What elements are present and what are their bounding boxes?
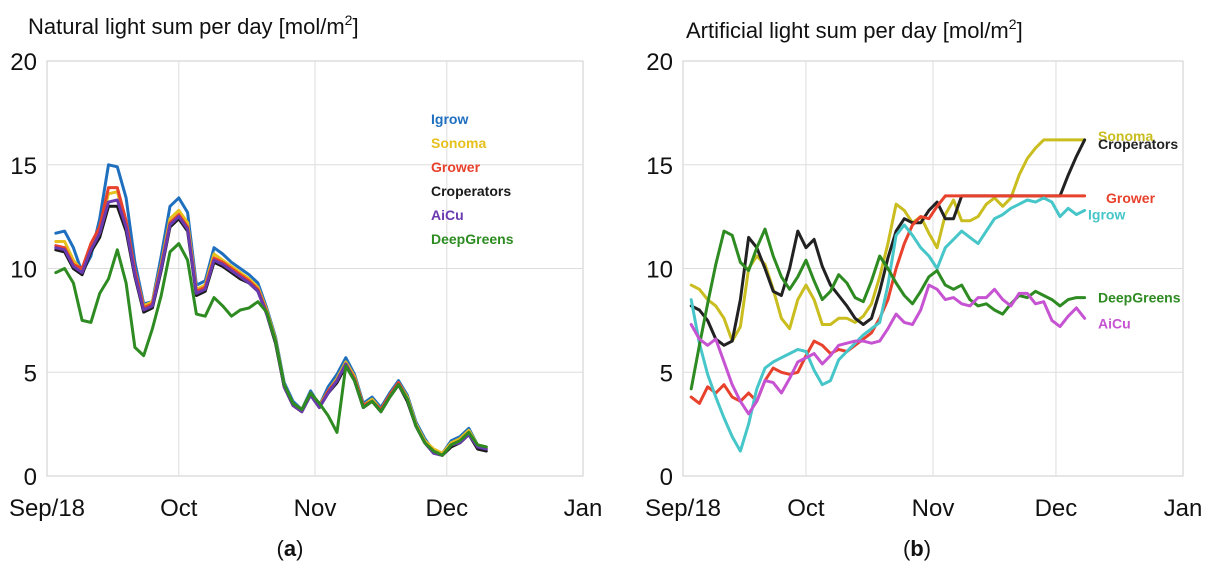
legend-label-igrow: Igrow bbox=[431, 111, 468, 127]
series-group bbox=[689, 138, 1087, 453]
x-tick-labels: Sep/18 Oct Nov Dec Jan bbox=[645, 495, 1202, 522]
title-superscript: 2 bbox=[345, 12, 353, 28]
legend: Igrow Sonoma Grower Croperators AiCu DeepGree… bbox=[431, 111, 514, 247]
legend-label-deepgreens: DeepGreens bbox=[1098, 290, 1181, 306]
x-tick-labels: Sep/18 Oct Nov Dec Jan bbox=[9, 495, 602, 522]
y-tick-label: 20 bbox=[646, 49, 673, 76]
series-line-deepgreens bbox=[54, 242, 488, 457]
caption-letter-a: a bbox=[284, 536, 297, 561]
legend-label-sonoma: Sonoma bbox=[1098, 128, 1153, 144]
y-tick-label: 0 bbox=[24, 464, 37, 491]
title-main: Natural light sum per day [mol/m bbox=[28, 14, 345, 39]
x-tick-label: Sep/18 bbox=[645, 495, 721, 522]
caption-a: (a) bbox=[277, 536, 304, 561]
series-group bbox=[54, 163, 488, 457]
x-tick-label: Dec bbox=[1035, 495, 1078, 522]
legend-label-deepgreens: DeepGreens bbox=[431, 231, 514, 247]
caption-letter-b: b bbox=[910, 536, 923, 561]
x-tick-label: Jan bbox=[1164, 495, 1203, 522]
legend-label-croperators: Croperators bbox=[1098, 136, 1178, 152]
title-main: Artificial light sum per day [mol/m bbox=[686, 18, 1009, 43]
series-line-igrow bbox=[689, 196, 1087, 453]
y-tick-label: 5 bbox=[660, 360, 673, 387]
y-tick-label: 10 bbox=[10, 257, 37, 284]
chart-title: Natural light sum per day [mol/m2] bbox=[28, 12, 359, 39]
caption-b: (b) bbox=[903, 536, 931, 561]
title-end: ] bbox=[1017, 18, 1023, 43]
series-line-sonoma bbox=[689, 138, 1087, 343]
legend-label-aicu: AiCu bbox=[431, 207, 464, 223]
y-tick-labels: 0 5 10 15 20 bbox=[646, 49, 673, 491]
y-tick-label: 15 bbox=[10, 153, 37, 180]
x-tick-label: Nov bbox=[294, 495, 337, 522]
legend-label-grower: Grower bbox=[431, 159, 481, 175]
y-tick-label: 10 bbox=[646, 257, 673, 284]
x-tick-label: Jan bbox=[564, 495, 603, 522]
legend-label-aicu: AiCu bbox=[1098, 315, 1131, 331]
legend-label-croperators: Croperators bbox=[431, 183, 511, 199]
x-tick-label: Dec bbox=[425, 495, 468, 522]
x-tick-label: Oct bbox=[787, 495, 825, 522]
chart-artificial-light: Artificial light sum per day [mol/m2] 0 5… bbox=[645, 16, 1202, 522]
y-tick-label: 15 bbox=[646, 153, 673, 180]
title-superscript: 2 bbox=[1009, 16, 1017, 32]
y-tick-label: 0 bbox=[660, 464, 673, 491]
x-tick-label: Nov bbox=[912, 495, 955, 522]
y-tick-label: 5 bbox=[24, 360, 37, 387]
chart-title: Artificial light sum per day [mol/m2] bbox=[686, 16, 1023, 43]
title-end: ] bbox=[352, 14, 358, 39]
x-tick-label: Sep/18 bbox=[9, 495, 85, 522]
y-tick-labels: 0 5 10 15 20 bbox=[10, 49, 37, 491]
chart-natural-light: Natural light sum per day [mol/m2] 0 5 10 1… bbox=[9, 12, 602, 522]
legend-label-grower: Grower bbox=[1106, 190, 1156, 206]
y-tick-label: 20 bbox=[10, 49, 37, 76]
legend-label-igrow: Igrow bbox=[1088, 206, 1125, 222]
series-line-aicu bbox=[689, 283, 1087, 416]
x-tick-label: Oct bbox=[160, 495, 198, 522]
legend-label-sonoma: Sonoma bbox=[431, 135, 486, 151]
